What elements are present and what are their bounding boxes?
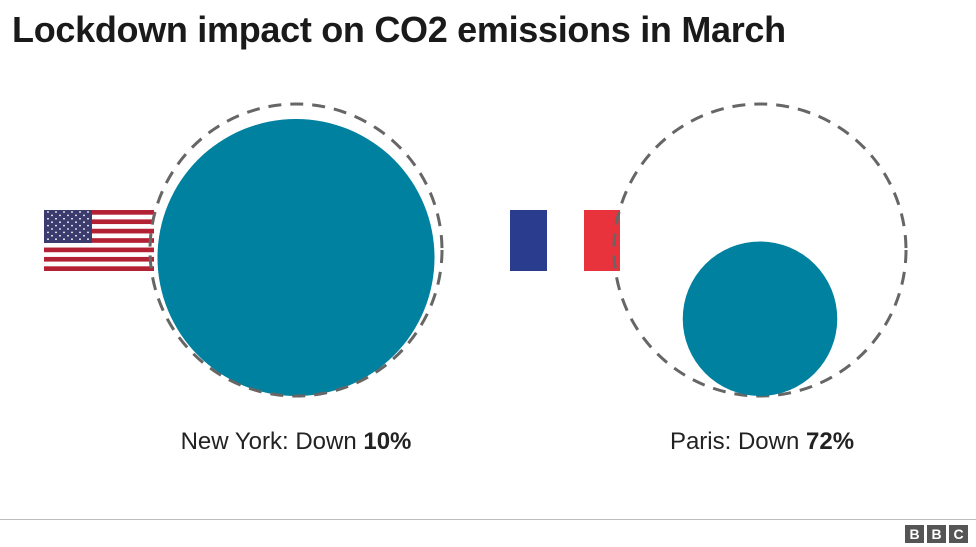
us-flag-star <box>71 211 73 213</box>
us-flag-stripe <box>44 242 154 248</box>
us-flag-star <box>63 211 65 213</box>
paris-caption-text: Paris: Down <box>669 428 806 455</box>
us-flag-star <box>71 238 73 241</box>
bbc-logo-letter: C <box>949 525 968 543</box>
us-flag-star <box>55 217 57 220</box>
us-flag-star <box>67 221 69 224</box>
paris-baseline-circle <box>612 102 908 398</box>
new-york-baseline-circle <box>148 102 444 398</box>
us-flag-star <box>87 217 89 220</box>
us-flag-star <box>51 234 53 237</box>
us-flag-star <box>75 214 77 217</box>
us-flag-stripe <box>44 224 154 230</box>
us-flag-star <box>59 228 61 230</box>
paris-change-value: 72% <box>806 428 855 455</box>
us-flag-star <box>55 231 57 234</box>
paris-caption: Paris: Down 72% <box>670 428 854 456</box>
us-flag-star <box>63 224 65 227</box>
us-flag-star <box>67 234 69 237</box>
us-flag-star <box>47 224 49 227</box>
us-flag-icon <box>44 210 154 271</box>
us-flag-star <box>83 234 85 237</box>
us-flag-stripe <box>44 210 154 215</box>
new-york-caption-text: New York: Down <box>180 428 364 455</box>
us-flag-stripe <box>44 261 154 267</box>
footer-divider <box>0 519 976 520</box>
bbc-logo-letter: B <box>927 525 946 543</box>
us-flag-star <box>55 211 57 213</box>
us-flag-stripe <box>44 219 154 225</box>
us-flag-stripe <box>44 238 154 244</box>
us-flag-stripe <box>44 252 154 258</box>
us-flag-star <box>71 224 73 227</box>
us-flag-star <box>51 214 53 217</box>
us-flag-star <box>47 238 49 241</box>
us-flag-stripe <box>44 214 154 220</box>
us-flag-star <box>47 211 49 213</box>
us-flag-star <box>59 234 61 237</box>
us-flag-star <box>63 238 65 241</box>
us-flag-star <box>71 217 73 220</box>
bbc-logo-letter: B <box>905 525 924 543</box>
us-flag-star <box>75 234 77 237</box>
us-flag-stripe <box>44 256 154 262</box>
us-flag-star <box>67 214 69 217</box>
us-flag-stripe <box>44 247 154 253</box>
us-flag-star <box>79 231 81 234</box>
bbc-logo: B B C <box>905 525 968 543</box>
us-flag-star <box>83 228 85 230</box>
us-flag-stripe <box>44 266 154 271</box>
us-flag-star <box>51 221 53 224</box>
us-flag-star <box>67 228 69 230</box>
new-york-change-value: 10% <box>363 428 412 455</box>
us-flag-star <box>75 228 77 230</box>
us-flag-star <box>51 228 53 230</box>
us-flag-star <box>55 224 57 227</box>
us-flag-star <box>63 217 65 220</box>
us-flag-star <box>83 221 85 224</box>
us-flag-star <box>79 238 81 241</box>
us-flag-star <box>79 224 81 227</box>
us-flag-star <box>63 231 65 234</box>
us-flag-star <box>79 217 81 220</box>
us-flag-star <box>75 221 77 224</box>
us-flag-star <box>55 238 57 241</box>
us-flag-star <box>87 238 89 241</box>
us-flag-star <box>79 211 81 213</box>
us-flag-star <box>47 217 49 220</box>
paris-emissions-circle <box>682 241 838 396</box>
us-flag-star <box>59 214 61 217</box>
france-flag-icon <box>510 210 620 271</box>
us-flag-stripe <box>44 233 154 239</box>
us-flag-star <box>87 231 89 234</box>
us-flag-star <box>87 211 89 213</box>
chart-title: Lockdown impact on CO2 emissions in Marc… <box>12 9 786 50</box>
us-flag-star <box>83 214 85 217</box>
new-york-caption: New York: Down 10% <box>181 428 412 456</box>
us-flag-star <box>71 231 73 234</box>
us-flag-stripe <box>44 228 154 234</box>
us-flag-star <box>47 231 49 234</box>
new-york-emissions-circle <box>157 118 435 396</box>
us-flag-star <box>59 221 61 224</box>
us-flag-star <box>87 224 89 227</box>
